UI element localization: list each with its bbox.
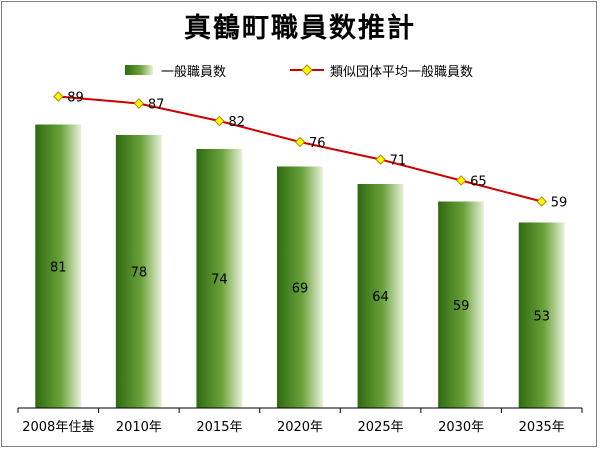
x-tick-label: 2035年: [519, 420, 565, 435]
legend-label-bar-series: 一般職員数: [161, 64, 227, 80]
line-marker: [455, 175, 467, 186]
bar-value-label: 64: [372, 290, 389, 305]
legend-bar-swatch: [125, 65, 153, 75]
bar-value-label: 78: [131, 266, 148, 281]
x-tick-label: 2010年: [116, 420, 162, 435]
legend-item-line-series: 類似団体平均一般職員数: [290, 60, 473, 80]
bar: [518, 222, 565, 408]
bar-value-label: 81: [50, 260, 67, 275]
bar: [438, 201, 485, 408]
line-marker: [375, 154, 386, 165]
bar-value-label: 69: [292, 281, 309, 296]
bar-value-label: 53: [533, 309, 550, 324]
chart-title: 真鶴町職員数推計: [184, 13, 416, 44]
line-value-label: 87: [148, 98, 165, 113]
line-value-label: 82: [228, 115, 245, 130]
bar: [277, 166, 323, 408]
line-value-label: 76: [309, 136, 326, 151]
bar: [357, 184, 404, 408]
bar: [115, 135, 162, 408]
bar-value-label: 59: [453, 299, 470, 314]
line-marker: [133, 98, 145, 109]
x-tick-label: 2008年住基: [22, 420, 94, 435]
legend-item-bar-series: 一般職員数: [125, 60, 226, 80]
legend: 一般職員数 類似団体平均一般職員数: [0, 60, 600, 80]
line-value-label: 89: [67, 91, 84, 106]
line-value-label: 59: [551, 196, 568, 211]
x-tick-label: 2030年: [438, 420, 484, 435]
legend-line-swatch: [290, 64, 324, 76]
line-value-label: 71: [390, 154, 407, 169]
x-tick-label: 2020年: [277, 420, 323, 435]
bar: [196, 149, 243, 408]
line-marker: [53, 91, 64, 102]
line-marker: [536, 196, 547, 207]
bar-value-label: 74: [211, 273, 228, 288]
x-tick-label: 2025年: [358, 420, 404, 435]
legend-label-line-series: 類似団体平均一般職員数: [330, 64, 474, 80]
x-tick-label: 2015年: [196, 420, 242, 435]
line-value-label: 65: [470, 175, 487, 190]
bar: [35, 124, 82, 408]
line-marker: [294, 136, 306, 148]
line-marker: [214, 115, 225, 127]
